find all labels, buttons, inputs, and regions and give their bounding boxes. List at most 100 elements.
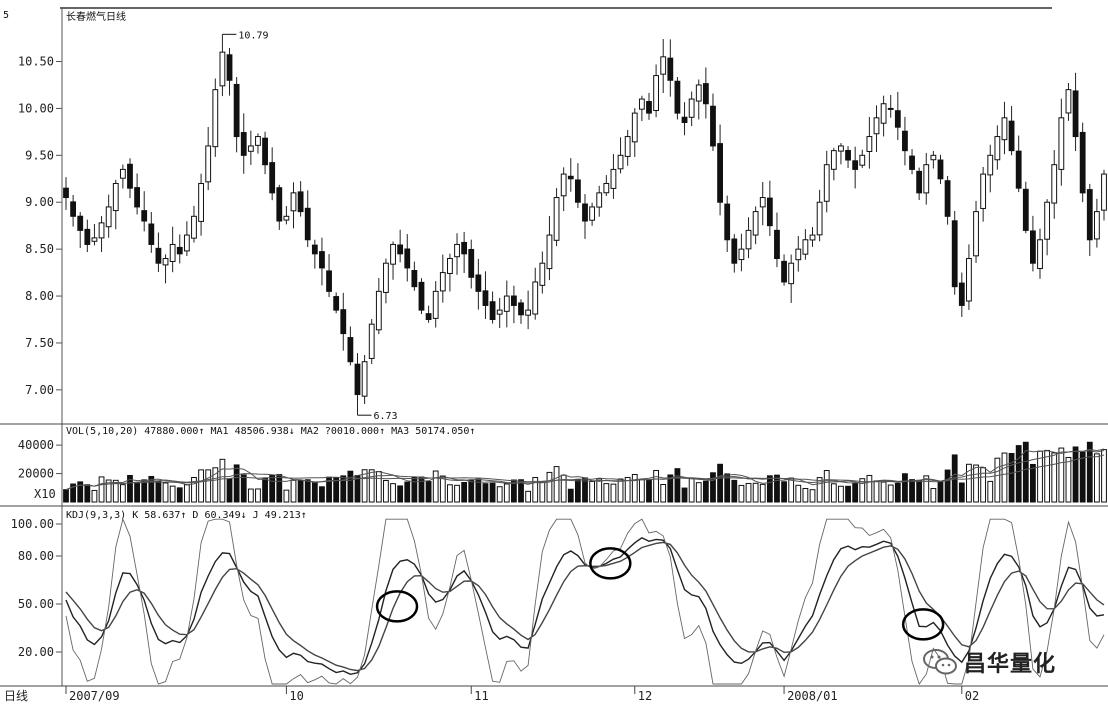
watermark-text: 昌华量化	[964, 652, 1057, 677]
volume-bar	[994, 457, 1001, 503]
volume-bar	[297, 479, 304, 503]
volume-bar	[731, 479, 738, 503]
price-y-tick-label: 10.50	[18, 55, 54, 69]
candle-up	[1065, 89, 1072, 114]
volume-bar	[681, 487, 688, 503]
candle-up	[966, 258, 972, 302]
volume-bar	[503, 483, 510, 503]
volume-bar	[461, 481, 468, 503]
price-candles	[63, 34, 1107, 416]
candle-up	[1058, 117, 1065, 170]
date-tick-label: 11	[474, 689, 488, 703]
volume-bar	[987, 480, 994, 503]
volume-bar	[340, 475, 347, 503]
volume-bar	[390, 483, 396, 503]
volume-bar	[944, 469, 951, 503]
candle-down	[1008, 120, 1015, 152]
volume-bar	[582, 477, 588, 503]
volume-scale-label: X10	[34, 487, 56, 501]
volume-bar	[845, 485, 851, 503]
candle-down	[475, 274, 482, 292]
volume-bar	[383, 480, 389, 503]
candle-up	[610, 168, 617, 189]
volume-bar	[198, 469, 204, 503]
candle-up	[560, 173, 567, 197]
volume-bar	[411, 476, 418, 503]
candle-down	[297, 191, 304, 213]
price-y-tick-label: 7.00	[25, 383, 54, 397]
volume-bar	[973, 464, 979, 503]
candle-up	[439, 272, 446, 292]
volume-bar	[63, 489, 69, 503]
wechat-icon	[923, 649, 957, 675]
candle-up	[830, 150, 837, 170]
candle-down	[674, 80, 681, 114]
candle-up	[638, 98, 645, 110]
volume-bar	[240, 474, 247, 503]
volume-bar	[688, 477, 695, 503]
candle-down	[1015, 150, 1022, 189]
candle-down	[894, 110, 901, 128]
candle-down	[667, 57, 674, 81]
volume-bar	[610, 483, 617, 503]
volume-bar	[404, 481, 411, 503]
volume-bar	[710, 472, 716, 503]
candle-down	[155, 247, 162, 264]
candle-down	[731, 238, 738, 264]
volume-bar	[894, 482, 901, 503]
candle-down	[340, 309, 347, 335]
volume-bar	[432, 470, 439, 503]
kdj-y-tick-label: 50.00	[18, 597, 54, 611]
volume-bar	[482, 483, 489, 503]
candle-down	[468, 248, 475, 278]
candle-up	[660, 56, 667, 75]
volume-bar	[646, 479, 652, 503]
volume-bar	[830, 483, 837, 503]
volume-bar	[809, 489, 816, 503]
volume-ma-line	[65, 454, 1105, 491]
volume-bar	[766, 475, 773, 503]
candle-up	[923, 164, 930, 194]
volume-bar	[311, 481, 318, 503]
volume-bar	[532, 477, 539, 503]
price-y-tick-label: 10.00	[18, 101, 54, 115]
volume-bar	[617, 478, 624, 503]
candle-down	[134, 187, 140, 208]
candle-down	[269, 162, 276, 194]
candle-down	[127, 163, 133, 189]
volume-bar	[447, 484, 453, 503]
volume-bar	[1072, 446, 1079, 503]
candle-down	[781, 260, 787, 283]
volume-bar	[98, 476, 105, 503]
price-chart-title: 长春燃气日线	[66, 10, 126, 23]
volume-bar	[496, 486, 503, 503]
volume-bar	[937, 481, 944, 503]
candle-up	[788, 262, 795, 285]
volume-bar	[653, 469, 659, 503]
candle-up	[546, 234, 553, 270]
candle-up	[183, 234, 190, 252]
kdj-k-line	[65, 536, 1105, 676]
volume-bar	[667, 474, 674, 503]
candle-up	[247, 145, 254, 152]
candle-up	[368, 323, 375, 359]
candle-up	[390, 243, 396, 265]
date-tick-label: 12	[638, 689, 652, 703]
volume-bar	[511, 479, 517, 503]
volume-bar	[1001, 452, 1008, 503]
candle-up	[219, 51, 226, 87]
volume-bar	[1101, 449, 1107, 503]
candle-up	[105, 206, 112, 228]
kdj-y-ticks: 100.00 80.00 50.00 20.00	[11, 517, 62, 659]
volume-bar	[624, 476, 631, 503]
candle-up	[1093, 211, 1100, 240]
volume-bar	[873, 480, 880, 503]
volume-bar	[105, 479, 112, 503]
volume-header: VOL(5,10,20) 47880.000↑ MA1 48506.938↓ M…	[66, 426, 475, 437]
watermark: 昌华量化	[922, 640, 1102, 684]
volume-bar	[1030, 463, 1036, 503]
volume-bar	[539, 481, 546, 503]
candle-down	[233, 83, 240, 138]
volume-bar	[84, 484, 91, 503]
